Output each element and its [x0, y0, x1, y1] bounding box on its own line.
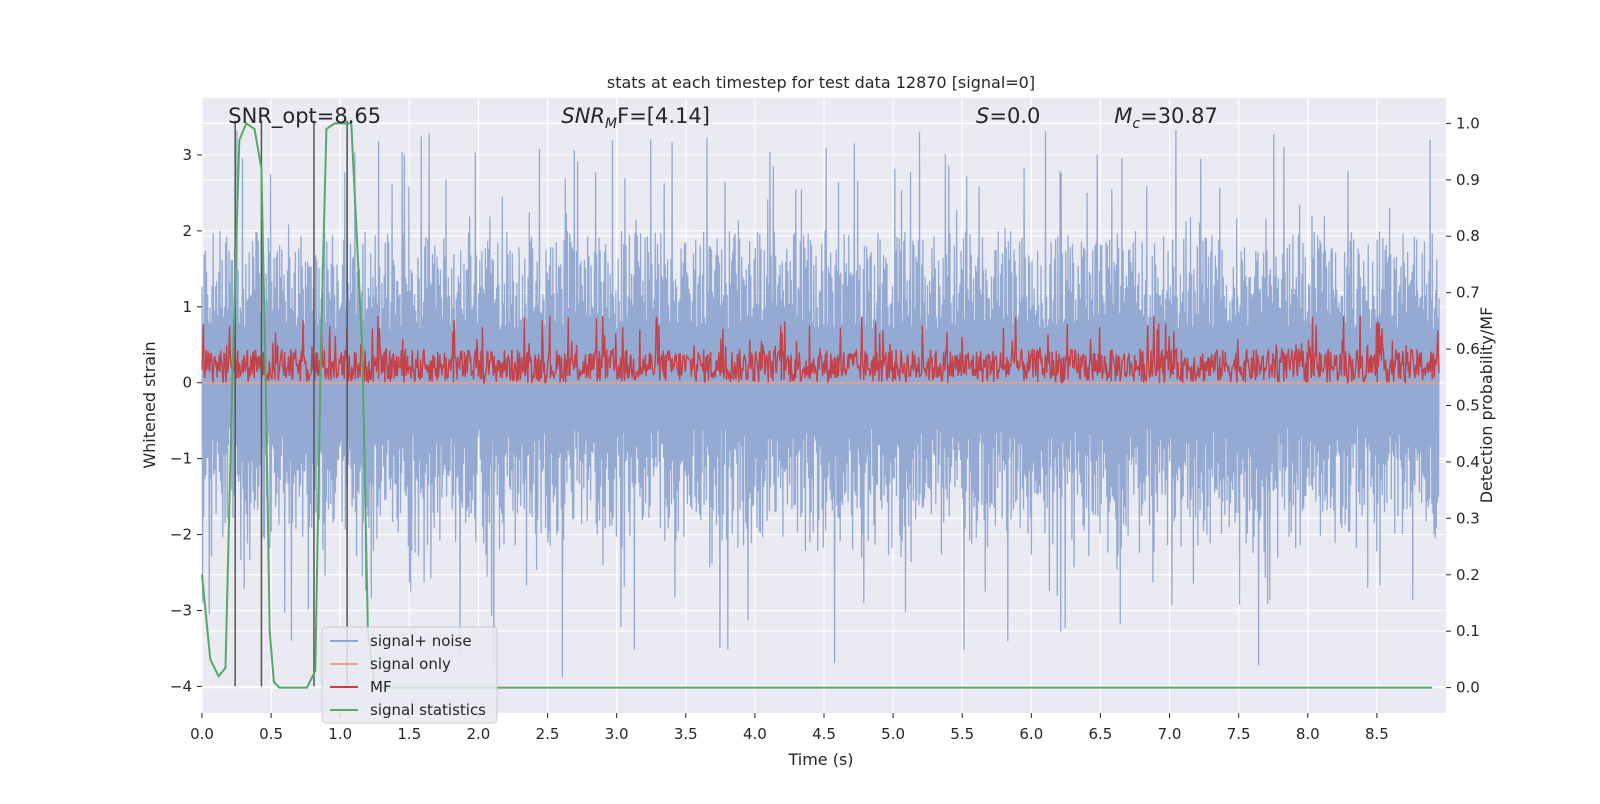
annotation-main: SNR_opt=8.65 — [228, 104, 381, 129]
y-tick-label-right: 0.2 — [1456, 566, 1480, 584]
x-tick-label: 8.5 — [1365, 725, 1389, 743]
x-tick-label: 2.0 — [467, 725, 491, 743]
y-tick-label-right: 0.6 — [1456, 340, 1480, 358]
annotations: SNR_opt=8.65 SNRMF=[4.14] S=0.0 Mc=30.87 — [228, 104, 1218, 132]
y-tick-label-right: 0.0 — [1456, 679, 1480, 697]
legend-label: signal only — [370, 655, 451, 673]
annotation-tail: F=[4.14] — [617, 104, 710, 128]
chart-title: stats at each timestep for test data 128… — [607, 73, 1035, 92]
series-mf-line — [201, 315, 1440, 386]
y-tick-label-right: 0.7 — [1456, 284, 1480, 302]
x-tick-label: 2.5 — [536, 725, 560, 743]
x-tick-label: 5.5 — [950, 725, 974, 743]
x-tick-label: 8.0 — [1296, 725, 1320, 743]
y-tick-label-left: 3 — [182, 146, 192, 164]
x-tick-label: 6.0 — [1019, 725, 1043, 743]
y-tick-label-right: 1.0 — [1456, 114, 1480, 132]
legend-label: signal statistics — [370, 701, 486, 719]
y-tick-label-right: 0.3 — [1456, 509, 1480, 527]
annotation-snr-opt: SNR_opt=8.65 — [228, 104, 381, 129]
x-tick-label: 3.0 — [605, 725, 629, 743]
y-tick-label-right: 0.4 — [1456, 453, 1480, 471]
x-tick-label: 4.5 — [812, 725, 836, 743]
y-tick-label-right: 0.1 — [1456, 622, 1480, 640]
legend-label: MF — [370, 678, 392, 696]
annotation-main: S — [976, 104, 989, 128]
y-tick-label-right: 0.8 — [1456, 227, 1480, 245]
series-signal-statistics-line — [201, 121, 1433, 689]
y-tick-label-right: 0.5 — [1456, 397, 1480, 415]
annotation-main: SNR — [561, 104, 605, 128]
y-tick-label-left: −3 — [170, 602, 192, 620]
x-tick-label: 4.0 — [743, 725, 767, 743]
y-tick-label-left: 2 — [182, 222, 192, 240]
x-tick-label: 1.5 — [397, 725, 421, 743]
x-tick-label: 3.5 — [674, 725, 698, 743]
annotation-tail: =30.87 — [1140, 104, 1218, 128]
annotation-s-val: S=0.0 — [976, 104, 1040, 128]
annotation-tail: =0.0 — [989, 104, 1040, 128]
y-tick-label-left: 0 — [182, 374, 192, 392]
annotation-sub: M — [605, 116, 617, 132]
legend-label: signal+ noise — [370, 632, 472, 650]
x-tick-label: 7.5 — [1227, 725, 1251, 743]
legend-box — [321, 626, 498, 724]
y-tick-label-right: 0.9 — [1456, 171, 1480, 189]
y-tick-label-left: −4 — [170, 677, 192, 695]
x-axis-label: Time (s) — [787, 750, 853, 769]
data-series — [201, 120, 1440, 689]
y-tick-label-left: 1 — [182, 298, 192, 316]
annotation-sub: c — [1132, 116, 1140, 132]
annotation-mc-val: Mc=30.87 — [1114, 104, 1218, 132]
x-tick-label: 1.0 — [328, 725, 352, 743]
x-tick-label: 6.5 — [1089, 725, 1113, 743]
x-tick-label: 0.0 — [190, 725, 214, 743]
y-axis-label-left: Whitened strain — [140, 341, 159, 468]
legend: signal+ noise signal only MF signal statist… — [321, 626, 498, 724]
y-axis-label-right: Detection probability/MF — [1477, 307, 1496, 504]
annotation-snr-mf: SNRMF=[4.14] — [561, 104, 710, 132]
x-tick-label: 7.0 — [1158, 725, 1182, 743]
y-tick-label-left: −1 — [170, 450, 192, 468]
y-tick-label-left: −2 — [170, 526, 192, 544]
series-signal-noise-line — [201, 130, 1440, 678]
x-tick-label: 0.5 — [259, 725, 283, 743]
axes: 0.0 0.5 1.0 1.5 2.0 2.5 3.0 3.5 4.0 4.5 5.0 5.5 6.0 6… — [170, 114, 1480, 743]
annotation-main: M — [1114, 104, 1132, 128]
x-tick-label: 5.0 — [881, 725, 905, 743]
